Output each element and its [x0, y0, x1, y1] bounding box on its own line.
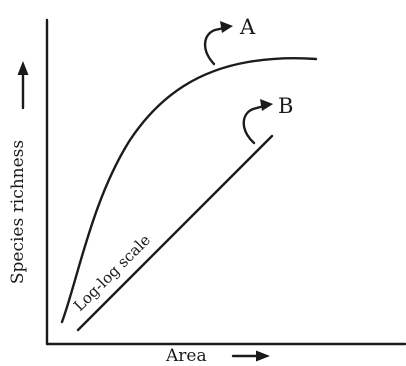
curve-a-pointer-icon — [203, 21, 233, 66]
y-axis-label: Species richness — [8, 140, 28, 284]
curve-a — [60, 56, 318, 324]
y-axis-arrow-icon — [17, 61, 29, 110]
x-axis-label: Area — [165, 346, 207, 366]
curve-b-pointer-icon — [242, 99, 273, 145]
x-axis-arrow-icon — [231, 350, 270, 362]
curve-a-label: A — [239, 15, 256, 39]
log-log-scale-label: Log-log scale — [70, 231, 154, 315]
curve-b — [76, 134, 274, 332]
curve-b-label: B — [278, 94, 293, 118]
